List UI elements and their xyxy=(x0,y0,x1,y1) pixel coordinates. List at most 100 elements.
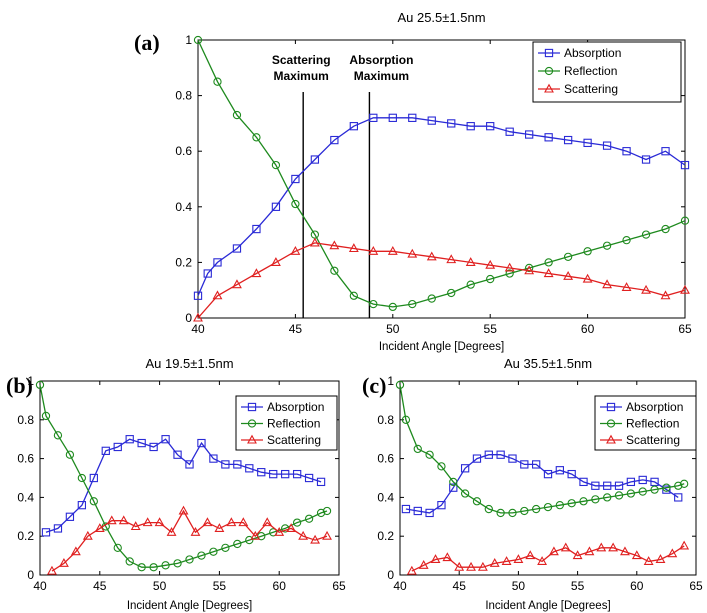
data-point-scattering xyxy=(94,523,105,532)
legend-label: Absorption xyxy=(626,400,683,414)
data-point-reflection xyxy=(125,557,134,566)
data-point-reflection xyxy=(53,431,63,440)
data-point-scattering xyxy=(106,515,117,525)
data-point-absorption xyxy=(614,481,624,490)
data-point-absorption xyxy=(447,119,456,128)
data-point-reflection xyxy=(271,160,281,170)
data-point-scattering xyxy=(660,290,671,300)
x-tick-label: 60 xyxy=(630,579,644,593)
legend-label: Reflection xyxy=(564,64,617,78)
data-point-absorption xyxy=(316,477,326,487)
y-tick-label: 0.6 xyxy=(377,452,394,466)
data-point-scattering xyxy=(286,523,297,532)
data-point-scattering xyxy=(47,565,57,575)
data-point-absorption xyxy=(638,475,647,485)
y-tick-label: 0.2 xyxy=(377,529,394,543)
data-point-absorption xyxy=(65,512,75,521)
data-point-scattering xyxy=(680,284,690,294)
data-point-reflection xyxy=(602,241,612,250)
x-axis-label-a: Incident Angle [Degrees] xyxy=(379,341,504,353)
y-tick-label: 0.2 xyxy=(175,255,192,269)
legend-marker xyxy=(247,434,257,444)
x-tick-label: 50 xyxy=(153,579,167,593)
data-point-reflection xyxy=(460,489,470,498)
data-point-reflection xyxy=(496,508,505,518)
data-point-absorption xyxy=(173,450,182,459)
data-point-scattering xyxy=(348,243,359,253)
data-point-absorption xyxy=(77,501,87,510)
data-point-scattering xyxy=(465,257,476,266)
data-point-reflection xyxy=(486,274,495,284)
data-point-reflection xyxy=(197,551,206,560)
data-point-absorption xyxy=(271,202,281,211)
series-scattering xyxy=(47,505,332,575)
data-point-reflection xyxy=(427,294,436,303)
data-point-scattering xyxy=(368,245,379,255)
x-tick-label: 60 xyxy=(581,322,595,336)
data-point-absorption xyxy=(567,469,576,479)
series-line-absorption xyxy=(197,117,686,297)
legend-marker xyxy=(606,402,616,412)
y-tick-label: 0.4 xyxy=(175,200,192,214)
data-point-scattering xyxy=(655,554,666,564)
data-point-reflection xyxy=(89,497,98,506)
x-tick-label: 65 xyxy=(689,579,703,593)
data-point-scattering xyxy=(442,552,453,562)
legend-a: Absorption Reflection Scattering xyxy=(532,41,682,103)
series-reflection xyxy=(35,380,332,572)
data-point-absorption xyxy=(472,454,482,463)
panel-label-b: (b) xyxy=(6,373,33,398)
data-point-scattering xyxy=(193,312,203,322)
data-point-reflection xyxy=(161,561,170,570)
data-point-absorption xyxy=(292,469,302,479)
series-line-scattering xyxy=(197,242,686,319)
data-point-absorption xyxy=(193,291,203,300)
data-point-reflection xyxy=(252,133,261,142)
data-point-scattering xyxy=(322,530,332,540)
data-point-reflection xyxy=(292,518,302,527)
data-point-scattering xyxy=(631,550,642,560)
data-point-reflection xyxy=(77,473,87,483)
data-point-scattering xyxy=(679,540,690,550)
data-point-absorption xyxy=(401,504,411,514)
data-point-absorption xyxy=(89,473,98,483)
y-tick-label: 0.4 xyxy=(377,490,394,504)
panel-label-a: (a) xyxy=(134,30,160,55)
data-point-absorption xyxy=(563,135,573,145)
data-point-reflection xyxy=(437,462,446,471)
data-point-scattering xyxy=(70,546,81,556)
data-point-absorption xyxy=(460,464,470,473)
data-point-scattering xyxy=(238,517,249,527)
data-point-scattering xyxy=(202,517,213,527)
data-point-reflection xyxy=(388,302,397,312)
data-point-reflection xyxy=(520,506,529,516)
data-point-scattering xyxy=(641,284,651,294)
data-point-absorption xyxy=(149,442,158,452)
data-point-scattering xyxy=(262,517,273,527)
legend-b: Absorption Reflection Scattering xyxy=(235,395,338,451)
data-point-absorption xyxy=(591,481,600,490)
series-line-reflection xyxy=(39,384,328,568)
data-point-scattering xyxy=(563,270,574,280)
data-point-scattering xyxy=(406,565,417,575)
data-point-absorption xyxy=(437,501,446,510)
data-point-reflection xyxy=(425,450,434,459)
data-point-scattering xyxy=(572,550,583,560)
data-point-scattering xyxy=(608,542,619,552)
series-absorption xyxy=(41,435,326,537)
data-point-reflection xyxy=(221,543,230,552)
data-point-absorption xyxy=(197,438,206,448)
legend-marker xyxy=(247,419,257,428)
data-point-reflection xyxy=(447,288,456,298)
data-point-reflection xyxy=(401,415,411,424)
data-point-absorption xyxy=(113,442,122,452)
data-point-reflection xyxy=(35,380,45,390)
data-point-absorption xyxy=(252,224,261,234)
data-point-absorption xyxy=(304,473,314,483)
data-point-absorption xyxy=(496,450,505,459)
data-point-scattering xyxy=(290,245,301,255)
data-point-reflection xyxy=(603,493,612,502)
y-tick-label: 1 xyxy=(185,33,192,47)
data-point-reflection xyxy=(408,299,417,309)
data-point-reflection xyxy=(232,110,242,120)
